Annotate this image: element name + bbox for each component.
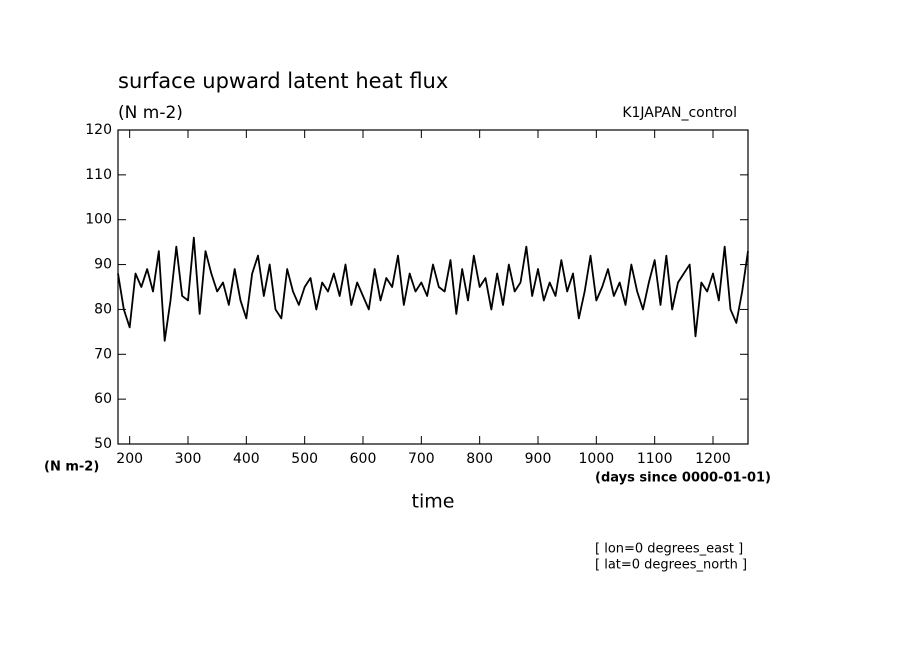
- y-tick-label: 80: [94, 301, 112, 317]
- chart-subtitle: (N m-2): [118, 103, 183, 123]
- x-tick-label: 700: [408, 451, 435, 467]
- x-tick-label: 900: [525, 451, 552, 467]
- x-tick-label: 800: [466, 451, 493, 467]
- x-axis-units: (days since 0000-01-01): [595, 471, 771, 486]
- x-tick-label: 300: [175, 451, 202, 467]
- run-label: K1JAPAN_control: [622, 105, 737, 121]
- chart-title: surface upward latent heat flux: [118, 69, 448, 93]
- x-tick-label: 1200: [695, 451, 731, 467]
- x-tick-label: 200: [116, 451, 143, 467]
- x-tick-label: 600: [350, 451, 377, 467]
- y-tick-label: 70: [94, 346, 112, 362]
- y-tick-label: 60: [94, 391, 112, 407]
- x-tick-label: 1000: [579, 451, 615, 467]
- y-tick-label: 50: [94, 436, 112, 452]
- y-tick-label: 110: [85, 167, 112, 183]
- plot-frame: [117, 129, 749, 445]
- x-axis-label: time: [412, 491, 455, 513]
- annotation: [ lat=0 degrees_north ]: [595, 558, 747, 573]
- series-line: [117, 236, 749, 342]
- y-axis-label: (N m-2): [44, 460, 99, 475]
- y-tick-label: 90: [94, 257, 112, 273]
- annotation: [ lon=0 degrees_east ]: [595, 542, 743, 557]
- x-tick-label: 500: [291, 451, 318, 467]
- y-tick-label: 120: [85, 122, 112, 138]
- x-tick-label: 400: [233, 451, 260, 467]
- x-tick-label: 1100: [637, 451, 673, 467]
- y-tick-label: 100: [85, 212, 112, 228]
